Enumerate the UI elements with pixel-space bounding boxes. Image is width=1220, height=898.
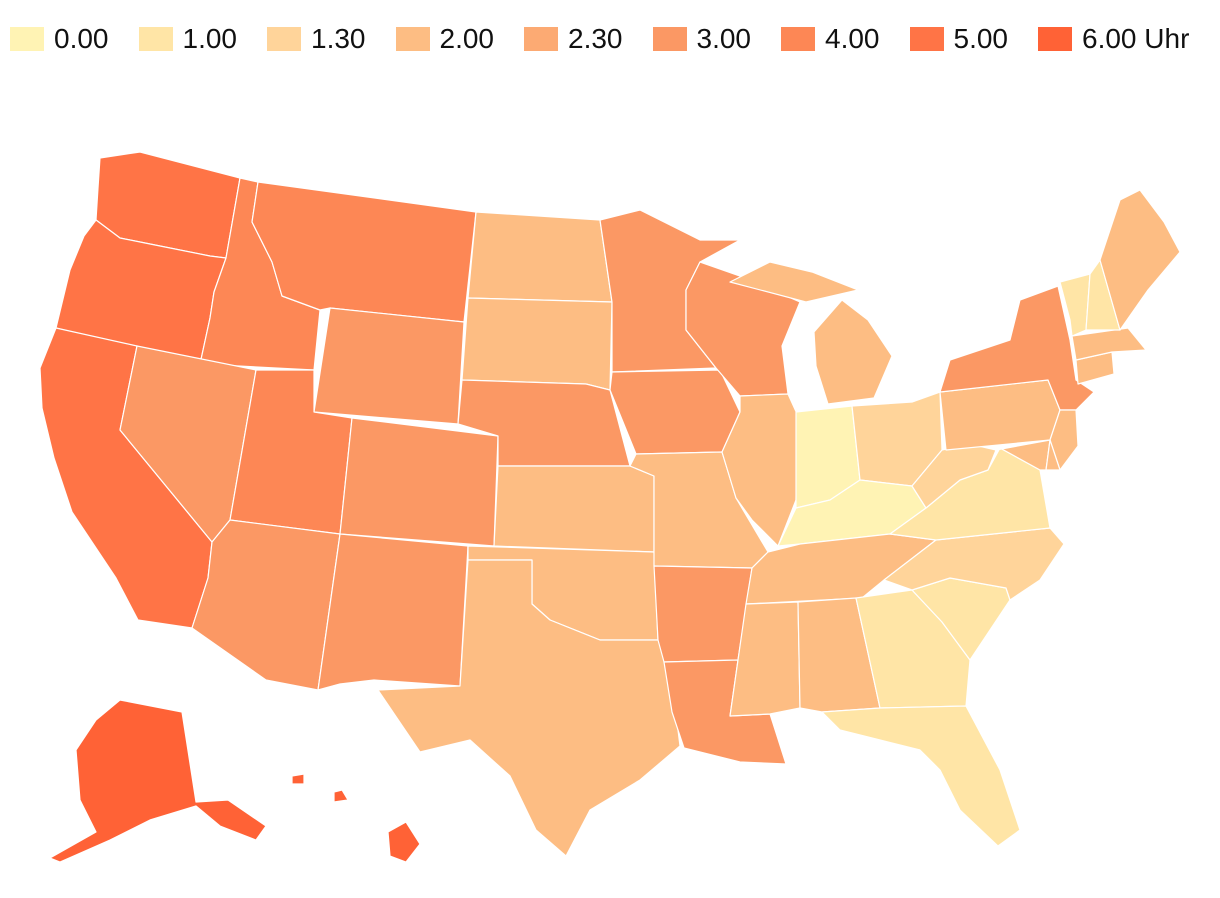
state-kansas[interactable] bbox=[493, 465, 655, 553]
state-wyoming[interactable] bbox=[313, 307, 465, 425]
legend-label: 5.00 bbox=[953, 23, 1009, 54]
legend-swatch bbox=[395, 27, 430, 51]
legend-item: 1.30 bbox=[267, 23, 366, 54]
state-maryland[interactable] bbox=[995, 439, 1051, 471]
legend-item: 6.00 Uhr bbox=[1038, 23, 1190, 54]
legend-label: 0.00 bbox=[54, 23, 109, 54]
legend-label: 3.00 bbox=[696, 23, 752, 54]
legend-swatch bbox=[1038, 27, 1072, 51]
state-iowa[interactable] bbox=[609, 369, 741, 455]
legend-item: 5.00 bbox=[909, 23, 1009, 54]
state-arizona[interactable] bbox=[191, 519, 341, 691]
state-florida[interactable] bbox=[821, 705, 1021, 847]
legend-swatch bbox=[524, 27, 558, 51]
legend-swatch bbox=[10, 27, 44, 51]
state-michigan[interactable] bbox=[729, 261, 893, 405]
legend-item: 2.00 bbox=[395, 23, 495, 54]
legend-swatch bbox=[652, 27, 687, 51]
legend-item: 2.30 bbox=[524, 23, 623, 54]
state-alaska[interactable] bbox=[49, 699, 267, 863]
state-north-dakota[interactable] bbox=[467, 211, 613, 303]
state-new-york[interactable] bbox=[939, 285, 1095, 411]
state-hawaii[interactable] bbox=[291, 773, 421, 863]
legend-label: 2.30 bbox=[568, 23, 623, 54]
legend-item: 0.00 bbox=[10, 23, 109, 54]
legend-label: 2.00 bbox=[439, 23, 495, 54]
map-legend: 0.00 1.00 1.30 2.00 2.30 3.00 4.00 5.00 … bbox=[10, 23, 1210, 54]
state-arkansas[interactable] bbox=[653, 565, 753, 663]
state-delaware[interactable] bbox=[1045, 439, 1061, 471]
state-vermont[interactable] bbox=[1059, 273, 1091, 337]
legend-label: 1.00 bbox=[182, 23, 238, 54]
state-texas[interactable] bbox=[377, 559, 681, 857]
state-south-dakota[interactable] bbox=[461, 297, 613, 391]
legend-swatch bbox=[781, 27, 815, 51]
state-maine[interactable] bbox=[1099, 189, 1181, 331]
legend-swatch bbox=[138, 27, 173, 51]
legend-item: 1.00 bbox=[138, 23, 238, 54]
legend-swatch bbox=[267, 27, 301, 51]
state-new-mexico[interactable] bbox=[317, 533, 469, 691]
legend-label: 1.30 bbox=[311, 23, 366, 54]
legend-label: 4.00 bbox=[825, 23, 880, 54]
legend-item: 3.00 bbox=[652, 23, 752, 54]
legend-label: 6.00 Uhr bbox=[1082, 23, 1190, 54]
legend-item: 4.00 bbox=[781, 23, 880, 54]
state-colorado[interactable] bbox=[339, 417, 499, 547]
state-illinois[interactable] bbox=[721, 393, 799, 547]
legend-swatch bbox=[909, 27, 944, 51]
